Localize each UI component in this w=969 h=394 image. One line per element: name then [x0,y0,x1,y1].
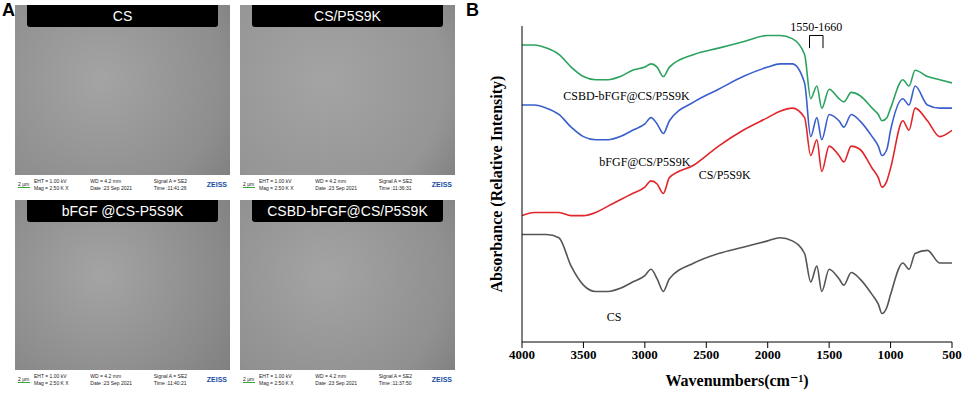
svg-text:CS/P5S9K: CS/P5S9K [699,168,751,182]
html-text:Time :11:37:50: Time :11:37:50 [378,379,412,386]
html-text:Mag = 2.50 K X: Mag = 2.50 K X [259,379,294,386]
html-text:2 μm: 2 μm [243,180,255,187]
html-text:Signal A = SE2: Signal A = SE2 [378,372,412,379]
html-text:WD = 4.2 mm: WD = 4.2 mm [90,372,121,379]
html-text:2 μm: 2 μm [18,375,30,382]
html-text:Date :23 Sep 2021: Date :23 Sep 2021 [315,379,357,386]
svg-text:CS: CS [607,310,622,324]
html-text:Signal A = SE2: Signal A = SE2 [153,372,187,379]
html-text:EHT = 1.00 kV: EHT = 1.00 kV [34,177,67,184]
html-text:CS: CS [112,8,133,24]
html-text:EHT = 1.00 kV: EHT = 1.00 kV [259,372,292,379]
svg-text:1500: 1500 [816,347,842,362]
svg-text:CSBD-bFGF@CS/P5S9K: CSBD-bFGF@CS/P5S9K [563,89,690,103]
html-text:Mag = 2.50 K X: Mag = 2.50 K X [34,379,69,386]
svg-text:Absorbance (Relative Intensity: Absorbance (Relative Intensity) [488,76,506,293]
svg-text:Wavenumbers(cm⁻¹): Wavenumbers(cm⁻¹) [666,372,809,390]
svg-text:4000: 4000 [509,347,535,362]
html-text:WD = 4.2 mm: WD = 4.2 mm [90,177,121,184]
html-text:Time :11:41:26: Time :11:41:26 [153,184,187,191]
html-text:CS/P5S9K: CS/P5S9K [314,8,381,24]
html-text:CSBD-bFGF@CS/P5S9K: CSBD-bFGF@CS/P5S9K [267,203,428,219]
html-text:Signal A = SE2: Signal A = SE2 [378,177,412,184]
svg-text:2500: 2500 [693,347,719,362]
html-text:ZEISS: ZEISS [431,180,452,188]
html-text:B: B [466,0,479,20]
html-text:ZEISS: ZEISS [206,180,227,188]
html-text:WD = 4.2 mm: WD = 4.2 mm [315,372,346,379]
html-text:A: A [2,0,15,20]
svg-text:2000: 2000 [755,347,781,362]
html-text:EHT = 1.00 kV: EHT = 1.00 kV [259,177,292,184]
svg-text:3500: 3500 [570,347,596,362]
html-text:Date :23 Sep 2021: Date :23 Sep 2021 [90,184,132,191]
html-text:Signal A = SE2: Signal A = SE2 [153,177,187,184]
html-text:2 μm: 2 μm [243,375,255,382]
svg-text:500: 500 [942,347,962,362]
html-text:Mag = 2.50 K X: Mag = 2.50 K X [34,184,69,191]
svg-text:1000: 1000 [878,347,904,362]
html-text:ZEISS: ZEISS [431,375,452,383]
svg-text:3000: 3000 [632,347,658,362]
html-text:Time :11:36:31: Time :11:36:31 [378,184,412,191]
svg-text:1550-1660: 1550-1660 [790,20,842,34]
html-text:2 μm: 2 μm [18,180,30,187]
html-text:bFGF @CS-P5S9K: bFGF @CS-P5S9K [61,203,184,219]
html-text:Time :11:40:21: Time :11:40:21 [153,379,187,386]
html-text:Date :23 Sep 2021: Date :23 Sep 2021 [90,379,132,386]
html-text:WD = 4.2 mm: WD = 4.2 mm [315,177,346,184]
html-text:EHT = 1.00 kV: EHT = 1.00 kV [34,372,67,379]
svg-text:bFGF@CS/P5S9K: bFGF@CS/P5S9K [599,155,690,169]
html-text:Date :23 Sep 2021: Date :23 Sep 2021 [315,184,357,191]
html-text:Mag = 2.50 K X: Mag = 2.50 K X [259,184,294,191]
html-text:ZEISS: ZEISS [206,375,227,383]
